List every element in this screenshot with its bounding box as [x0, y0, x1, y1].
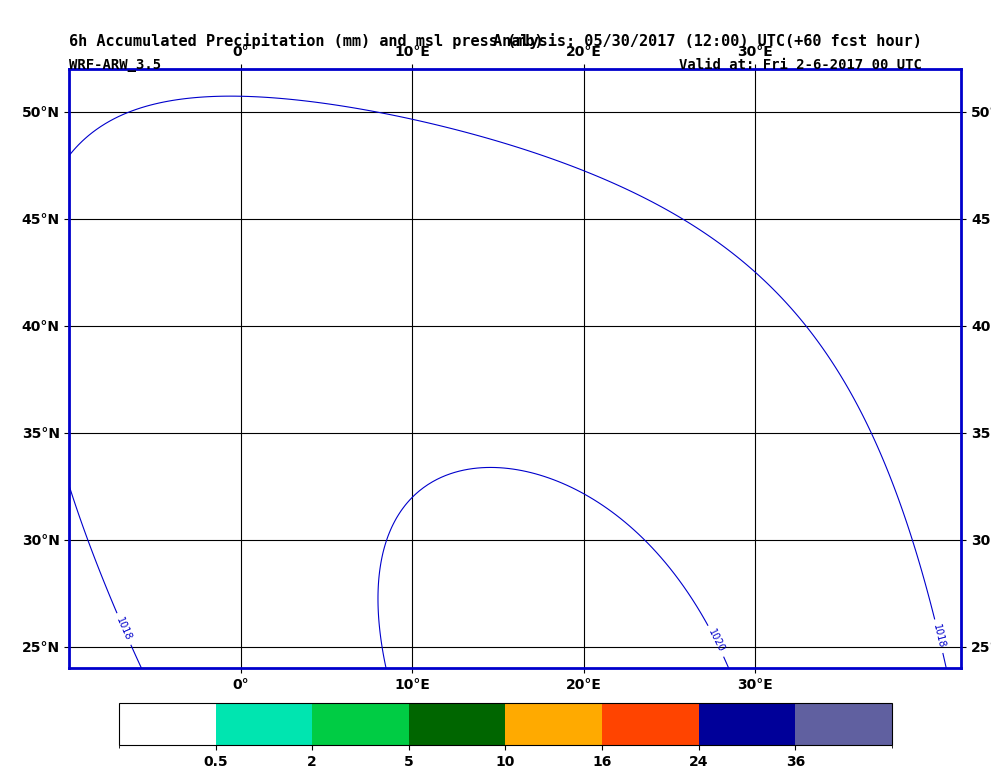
Text: WRF-ARW_3.5: WRF-ARW_3.5	[69, 58, 162, 72]
Text: 1018: 1018	[114, 616, 134, 642]
Text: 1018: 1018	[932, 623, 946, 649]
Text: 6h Accumulated Precipitation (mm) and msl press (mb): 6h Accumulated Precipitation (mm) and ms…	[69, 33, 544, 49]
Text: Valid at: Fri 2-6-2017 00 UTC: Valid at: Fri 2-6-2017 00 UTC	[679, 58, 922, 72]
Text: 1020: 1020	[707, 627, 726, 654]
Text: Analysis: 05/30/2017 (12:00) UTC(+60 fcst hour): Analysis: 05/30/2017 (12:00) UTC(+60 fcs…	[493, 33, 922, 49]
